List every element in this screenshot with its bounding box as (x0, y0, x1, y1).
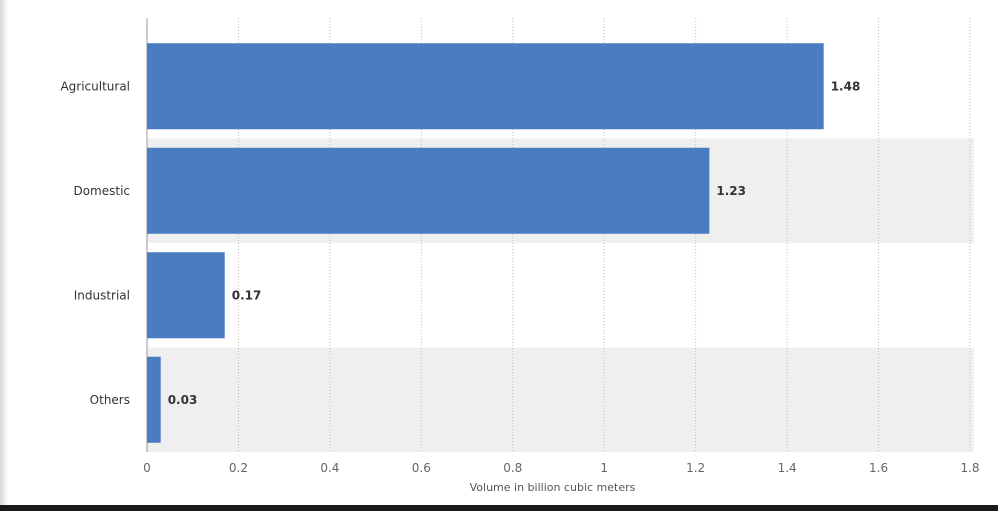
bars (147, 43, 824, 443)
value-label: 0.17 (232, 288, 262, 302)
bar-agricultural (147, 43, 824, 130)
category-label: Agricultural (60, 79, 130, 93)
category-label: Domestic (73, 184, 130, 198)
x-tick-label: 1 (600, 461, 608, 475)
x-tick-label: 1.2 (686, 461, 705, 475)
x-tick-label: 0 (143, 461, 151, 475)
x-tick-label: 0.2 (229, 461, 248, 475)
x-tick-label: 0.6 (412, 461, 431, 475)
bar-domestic (147, 147, 710, 234)
x-tick-label: 1.4 (778, 461, 797, 475)
x-tick-label: 0.4 (320, 461, 339, 475)
bar-others (147, 356, 161, 443)
value-label: 1.48 (831, 79, 861, 93)
value-label: 1.23 (716, 184, 746, 198)
value-labels: 1.48 1.23 0.17 0.03 (168, 79, 861, 407)
row-band (147, 347, 974, 452)
category-label: Industrial (74, 288, 130, 302)
category-label: Others (90, 393, 130, 407)
x-tick-label: 0.8 (503, 461, 522, 475)
x-axis-title: Volume in billion cubic meters (470, 481, 636, 494)
bar-industrial (147, 252, 225, 339)
x-tick-labels: 0 0.2 0.4 0.6 0.8 1 1.2 1.4 1.6 1.8 (143, 461, 979, 475)
x-tick-label: 1.6 (869, 461, 888, 475)
value-label: 0.03 (168, 393, 198, 407)
x-tick-label: 1.8 (960, 461, 979, 475)
category-labels: Agricultural Domestic Industrial Others (60, 79, 130, 407)
